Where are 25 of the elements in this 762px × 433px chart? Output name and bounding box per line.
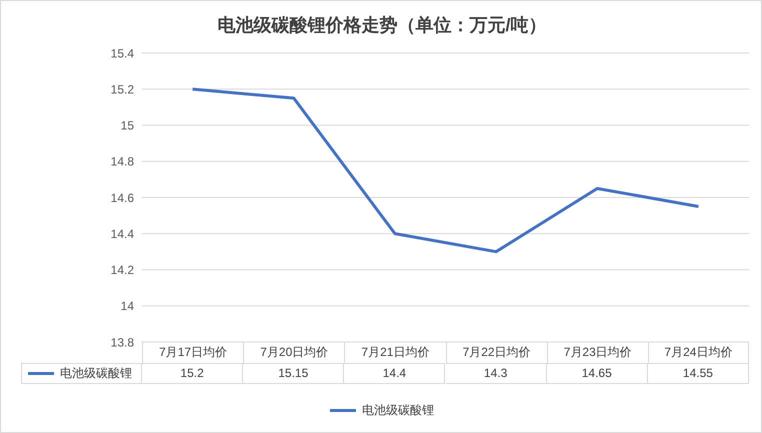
line-series: [191, 88, 700, 254]
x-tick-label: 7月21日均价: [344, 342, 446, 363]
y-tick-label: 14.2: [110, 263, 134, 278]
y-tick-label: 14.8: [110, 154, 134, 169]
y-tick-label: 15.4: [110, 46, 134, 60]
data-label: 14.55: [648, 363, 749, 384]
x-tick-label: 7月24日均价: [648, 342, 749, 363]
y-tick-label: 14: [120, 299, 134, 314]
x-tick-label: 7月17日均价: [142, 342, 244, 363]
y-tick-label: 15.2: [110, 82, 134, 96]
data-label: 15.2: [142, 363, 244, 384]
y-tick-label: 13.8: [110, 335, 134, 350]
chart-title: 电池级碳酸锂价格走势（单位：万元/吨）: [216, 14, 548, 37]
y-tick-label: 14.6: [110, 190, 134, 205]
y-tick-label: 14.4: [110, 226, 134, 241]
x-tick-label: 7月20日均价: [243, 342, 344, 363]
x-tick-label: 7月22日均价: [446, 342, 547, 363]
data-label: 14.3: [446, 363, 547, 384]
x-tick-label: 7月23日均价: [546, 342, 648, 363]
data-label: 14.65: [546, 363, 648, 384]
legend-label: 电池级碳酸锂: [21, 363, 142, 384]
data-label: 14.4: [344, 363, 446, 384]
text: 电池级碳酸锂: [362, 403, 434, 417]
data-label: 15.15: [243, 363, 344, 384]
y-tick-label: 15: [120, 118, 134, 133]
